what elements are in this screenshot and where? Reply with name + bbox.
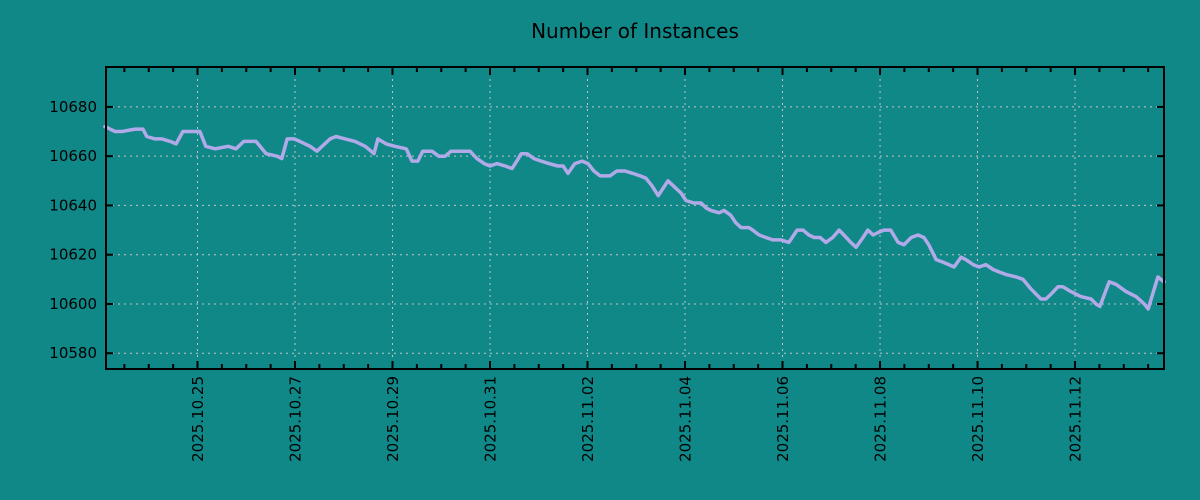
chart-title: Number of Instances — [531, 19, 739, 43]
x-tick-label: 2025.10.25 — [189, 376, 207, 462]
grid-layer — [106, 67, 1164, 369]
x-tick-label: 2025.10.29 — [384, 376, 402, 462]
y-tick-label: 10600 — [49, 295, 97, 313]
series-layer — [103, 124, 1166, 311]
x-tick-label: 2025.11.08 — [872, 376, 890, 462]
y-tick-label: 10580 — [49, 344, 97, 362]
series-line — [103, 124, 1166, 311]
x-tick-label: 2025.11.02 — [579, 376, 597, 462]
x-tick-label: 2025.11.04 — [677, 376, 695, 462]
x-tick-label: 2025.11.12 — [1067, 376, 1085, 462]
x-tick-label: 2025.11.06 — [774, 376, 792, 462]
plot-border — [105, 66, 1165, 370]
x-tick-label: 2025.10.31 — [482, 376, 500, 462]
y-tick-label: 10680 — [49, 98, 97, 116]
y-tick-label: 10660 — [49, 147, 97, 165]
y-tick-label: 10640 — [49, 196, 97, 214]
y-tick-label: 10620 — [49, 246, 97, 264]
axis-layer — [105, 66, 1165, 370]
x-tick-label: 2025.11.10 — [969, 376, 987, 462]
label-layer: 10580 10600 10620 10640 10660 10680 2025.10.25… — [49, 98, 1084, 462]
x-tick-label: 2025.10.27 — [287, 376, 305, 462]
